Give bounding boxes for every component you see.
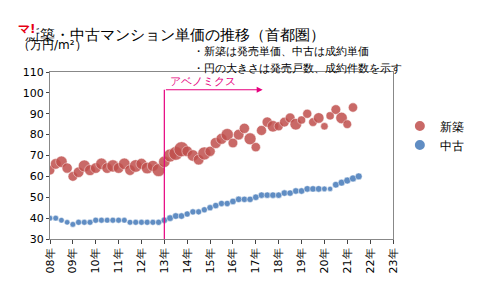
svg-text:アベノミクス: アベノミクス — [170, 75, 236, 88]
svg-text:・円の大きさは発売戸数、成約件数を示す: ・円の大きさは発売戸数、成約件数を示す — [193, 62, 402, 75]
svg-text:90: 90 — [30, 108, 44, 121]
svg-text:中古: 中古 — [440, 139, 464, 153]
svg-text:22年: 22年 — [364, 248, 377, 273]
svg-text:17年: 17年 — [249, 248, 262, 273]
svg-text:21年: 21年 — [341, 248, 354, 273]
svg-text:12年: 12年 — [135, 248, 148, 273]
svg-text:08年: 08年 — [44, 248, 57, 273]
svg-text:80: 80 — [30, 128, 44, 141]
svg-text:新築: 新築 — [440, 120, 464, 134]
svg-text:10年: 10年 — [89, 248, 102, 273]
svg-text:30: 30 — [30, 233, 44, 246]
svg-text:20年: 20年 — [318, 248, 331, 273]
svg-text:100: 100 — [23, 87, 44, 100]
svg-text:110: 110 — [23, 66, 44, 79]
svg-text:19年: 19年 — [295, 248, 308, 273]
svg-text:16年: 16年 — [227, 248, 240, 273]
svg-text:40: 40 — [30, 212, 44, 225]
svg-text:70: 70 — [30, 149, 44, 162]
svg-text:60: 60 — [30, 170, 44, 183]
svg-text:・新築は発売単価、中古は成約単価: ・新築は発売単価、中古は成約単価 — [193, 45, 369, 58]
svg-text:18年: 18年 — [272, 248, 285, 273]
svg-text:（万円/m²）: （万円/m²） — [18, 38, 87, 52]
svg-text:23年: 23年 — [387, 248, 400, 273]
svg-text:50: 50 — [30, 191, 44, 204]
svg-text:14年: 14年 — [181, 248, 194, 273]
svg-text:09年: 09年 — [66, 248, 79, 273]
svg-text:11年: 11年 — [112, 248, 125, 273]
svg-text:13年: 13年 — [158, 248, 171, 273]
svg-text:新築・中古マンション単価の推移（首都圏）: 新築・中古マンション単価の推移（首都圏） — [25, 26, 325, 44]
svg-text:マ!: マ! — [18, 22, 35, 36]
svg-text:15年: 15年 — [204, 248, 217, 273]
